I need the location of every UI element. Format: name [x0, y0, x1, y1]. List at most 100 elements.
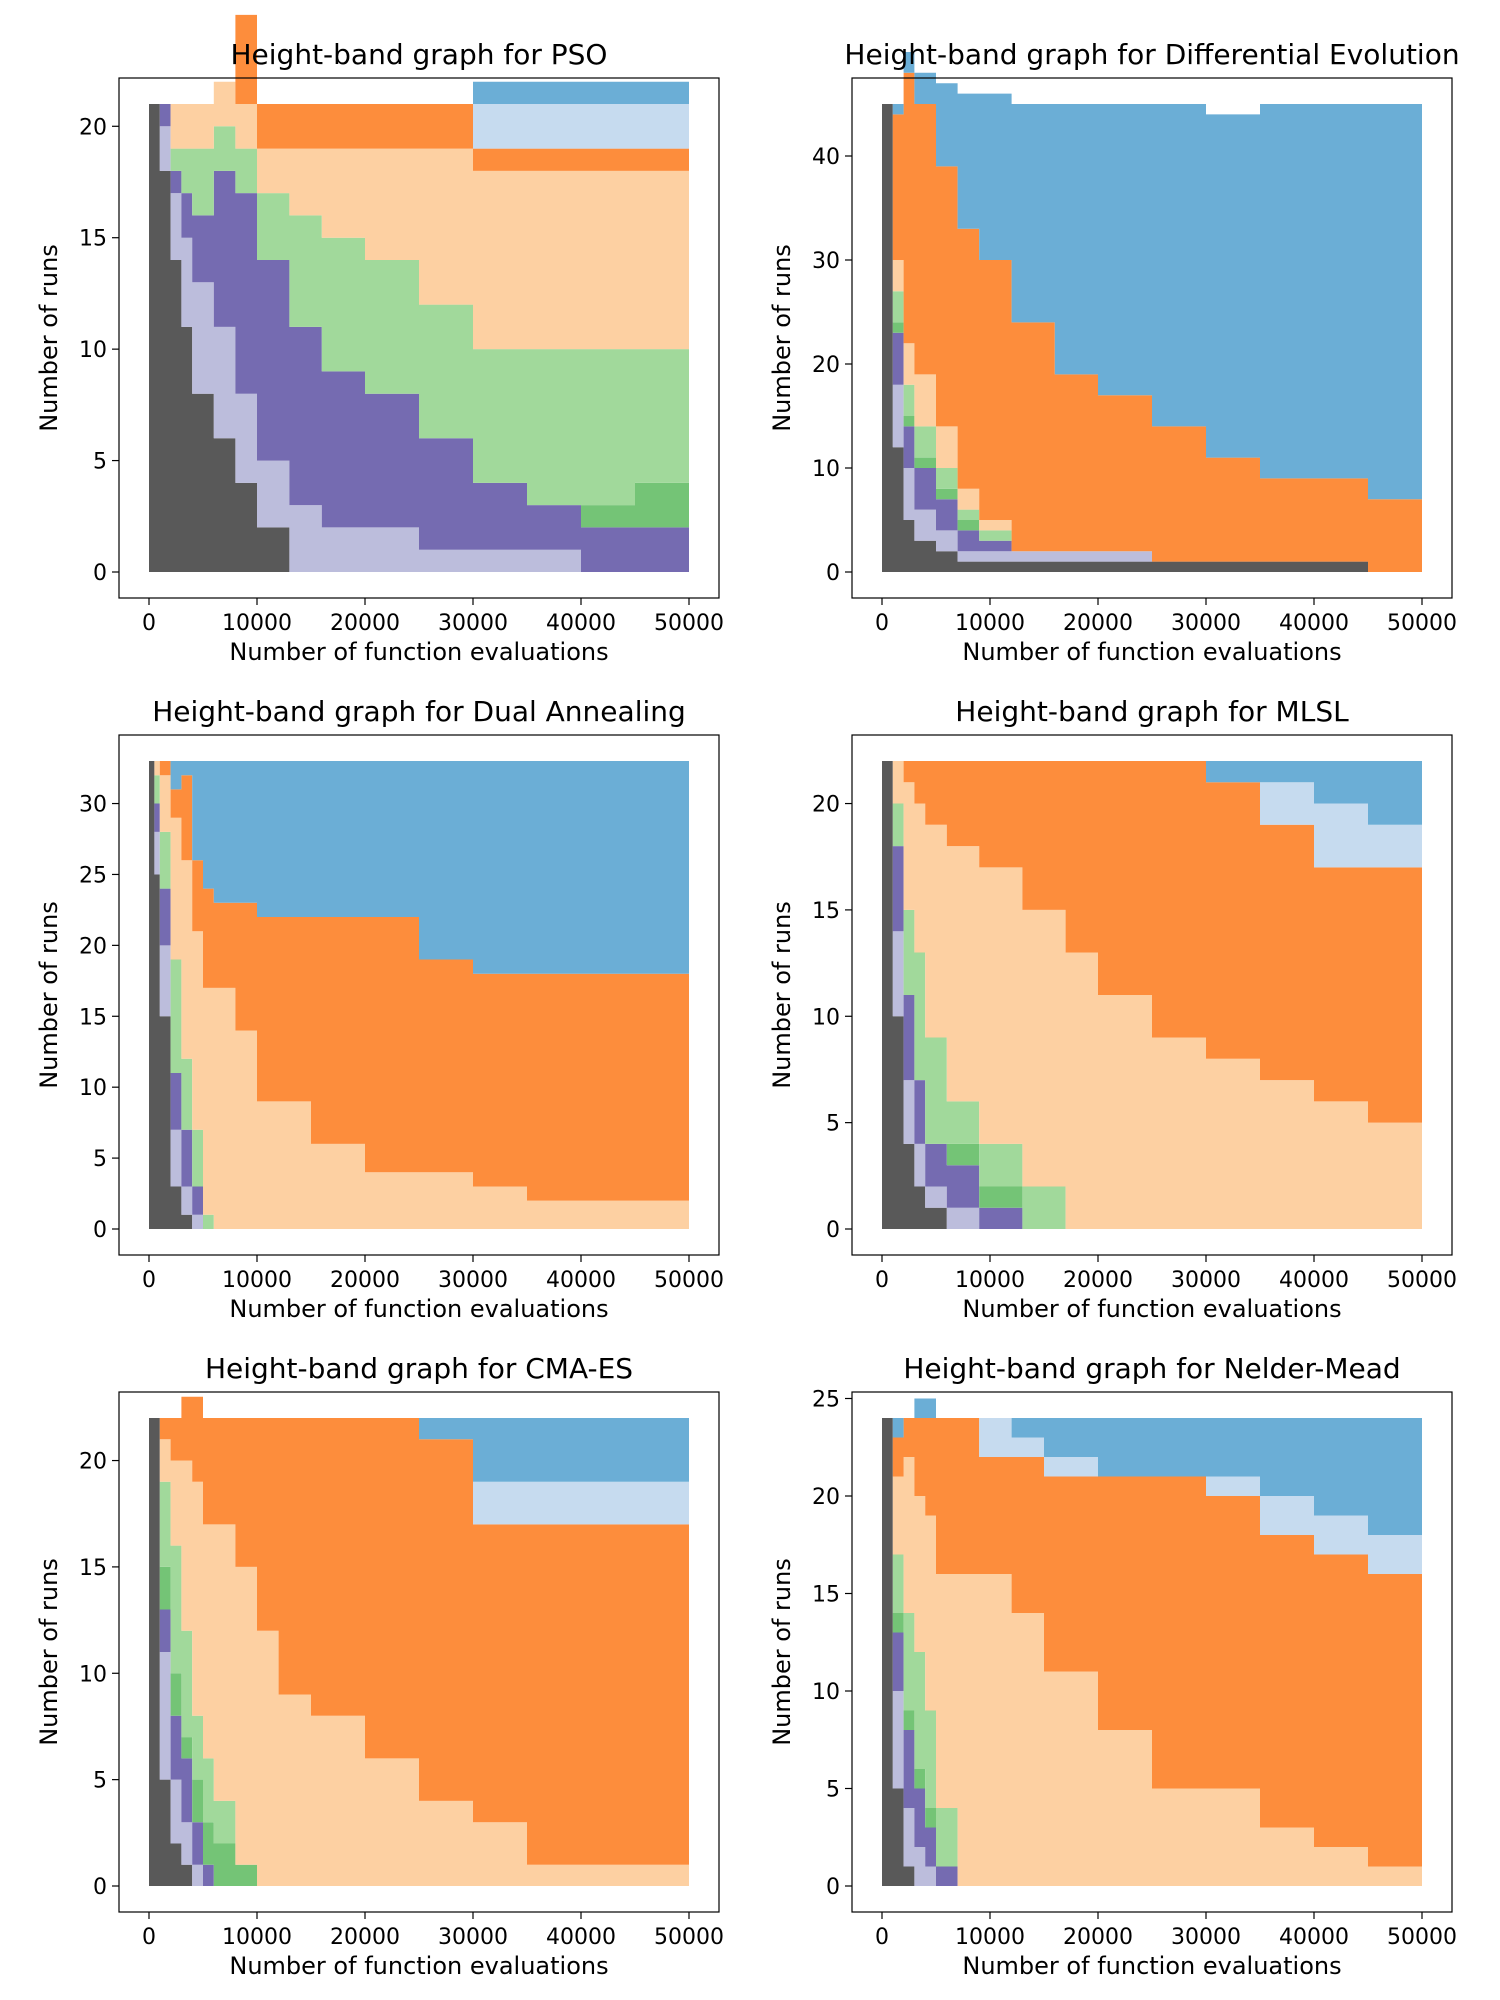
x-tick-label: 0 [875, 1925, 889, 1950]
x-tick-label: 10000 [222, 1268, 292, 1293]
bands [882, 52, 1422, 573]
band-area-3 [882, 104, 1422, 572]
x-axis-label: Number of function evaluations [962, 1952, 1341, 1980]
plot-frame [851, 734, 1453, 1256]
x-tick-label: 30000 [1171, 611, 1241, 636]
band-area-7 [882, 761, 1422, 1123]
plot-frame [118, 77, 720, 599]
x-tick-label: 40000 [546, 1268, 616, 1293]
bands [149, 14, 689, 572]
chart-title: Height-band graph for MLSL [955, 695, 1349, 728]
y-tick-label: 10 [79, 1076, 107, 1101]
x-tick-label: 50000 [654, 1925, 724, 1950]
y-tick-label: 30 [812, 249, 840, 274]
y-tick-label: 0 [826, 1218, 840, 1243]
y-tick-label: 10 [812, 1005, 840, 1030]
band-area-8 [149, 1396, 689, 1546]
x-tick-label: 50000 [1387, 1268, 1457, 1293]
x-tick-label: 40000 [1279, 1268, 1349, 1293]
plot-frame [118, 1391, 720, 1913]
band-area-9 [882, 1398, 1422, 1535]
x-tick-label: 40000 [546, 1925, 616, 1950]
chart-title: Height-band graph for PSO [231, 38, 608, 71]
y-tick-label: 20 [79, 1450, 107, 1475]
band-area-1 [149, 104, 689, 572]
panel-dual-annealing: Height-band graph for Dual Annealing Num… [35, 695, 724, 1323]
band-area-9 [149, 761, 689, 1003]
y-tick-label: 0 [93, 561, 107, 586]
chart-title: Height-band graph for Nelder-Mead [903, 1352, 1400, 1385]
band-area-5 [882, 1418, 1422, 1886]
panel-cma-es: Height-band graph for CMA-ES Number of f… [35, 1352, 724, 1980]
x-tick-label: 40000 [546, 611, 616, 636]
y-tick-label: 25 [812, 1388, 840, 1413]
x-tick-label: 0 [875, 611, 889, 636]
y-tick-label: 15 [812, 1583, 840, 1608]
y-tick-label: 10 [79, 1662, 107, 1687]
x-tick-label: 20000 [1063, 1268, 1133, 1293]
x-tick-label: 0 [875, 1268, 889, 1293]
y-axis-label: Number of runs [35, 244, 63, 432]
band-area-6 [149, 761, 689, 1229]
bands [149, 761, 689, 1229]
band-area-7 [149, 14, 689, 171]
band-area-8 [882, 761, 1422, 889]
y-tick-label: 0 [826, 561, 840, 586]
panel-pso: Height-band graph for PSO Number of func… [35, 14, 724, 666]
x-axis-label: Number of function evaluations [229, 638, 608, 666]
y-tick-label: 15 [812, 899, 840, 924]
panel-nelder-mead: Height-band graph for Nelder-Mead Number… [768, 1352, 1457, 1980]
chart-title: Height-band graph for Differential Evolu… [844, 38, 1459, 71]
y-tick-label: 5 [826, 1778, 840, 1803]
x-tick-label: 40000 [1279, 1925, 1349, 1950]
x-tick-label: 40000 [1279, 611, 1349, 636]
x-tick-label: 10000 [955, 1925, 1025, 1950]
y-tick-label: 20 [79, 934, 107, 959]
x-tick-label: 20000 [1063, 611, 1133, 636]
y-axis-label: Number of runs [35, 1558, 63, 1746]
band-area-9 [149, 1396, 689, 1482]
y-tick-label: 5 [826, 1112, 840, 1137]
y-tick-label: 5 [93, 1769, 107, 1794]
x-tick-label: 10000 [222, 1925, 292, 1950]
x-tick-label: 50000 [654, 611, 724, 636]
plot-frame [851, 1391, 1453, 1913]
x-tick-label: 0 [142, 1925, 156, 1950]
band-area-7 [149, 761, 689, 1201]
plot-frame [118, 734, 720, 1256]
y-tick-label: 15 [79, 227, 107, 252]
bands [149, 1396, 689, 1886]
x-tick-label: 30000 [1171, 1268, 1241, 1293]
x-axis-label: Number of function evaluations [962, 1295, 1341, 1323]
y-tick-label: 10 [79, 338, 107, 363]
y-tick-label: 25 [79, 863, 107, 888]
x-tick-label: 10000 [955, 611, 1025, 636]
band-area-9 [882, 52, 1422, 510]
y-tick-label: 0 [826, 1875, 840, 1900]
panel-mlsl: Height-band graph for MLSL Number of fun… [768, 695, 1457, 1323]
band-area-6 [149, 1418, 689, 1886]
band-area-7 [149, 1396, 689, 1886]
x-tick-label: 20000 [330, 1268, 400, 1293]
x-tick-label: 50000 [654, 1268, 724, 1293]
y-axis-label: Number of runs [35, 901, 63, 1089]
x-axis-label: Number of function evaluations [962, 638, 1341, 666]
bands [882, 1398, 1422, 1886]
y-tick-label: 5 [93, 450, 107, 475]
bands [882, 761, 1422, 1229]
y-tick-label: 20 [812, 793, 840, 818]
x-tick-label: 20000 [1063, 1925, 1133, 1950]
chart-title: Height-band graph for Dual Annealing [152, 695, 686, 728]
x-tick-label: 0 [142, 1268, 156, 1293]
band-area-6 [149, 81, 689, 350]
band-area-8 [149, 14, 689, 149]
x-axis-label: Number of function evaluations [229, 1295, 608, 1323]
band-area-6 [882, 1418, 1422, 1886]
x-tick-label: 10000 [222, 611, 292, 636]
x-tick-label: 30000 [438, 1268, 508, 1293]
band-area-3 [149, 104, 689, 572]
chart-title: Height-band graph for CMA-ES [205, 1352, 633, 1385]
band-area-4 [149, 1418, 689, 1886]
y-axis-label: Number of runs [768, 901, 796, 1089]
